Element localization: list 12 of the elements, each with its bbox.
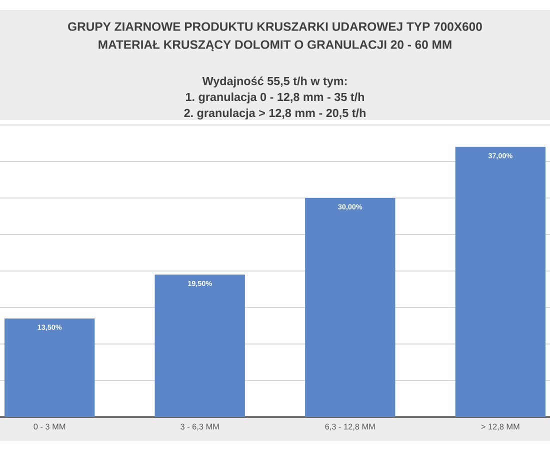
chart-subtitle: Wydajność 55,5 t/h w tym: — [202, 76, 347, 88]
x-tick-label: 6,3 - 12,8 MM — [325, 424, 375, 430]
x-tick-label: 0 - 3 MM — [34, 424, 66, 430]
bar — [455, 146, 546, 417]
x-tick-label: > 12,8 MM — [481, 424, 520, 430]
chart-title: GRUPY ZIARNOWE PRODUKTU KRUSZARKI UDAROWEJ TYP 700X600 MATERIAŁ KRUSZĄCY DOLOMIT O GRANULACJI 20 - 60 MM — [68, 22, 482, 52]
x-tick-label: 3 - 6,3 MM — [180, 424, 219, 430]
bar — [305, 198, 396, 417]
bar — [4, 318, 95, 417]
bar — [154, 274, 245, 417]
text: 2. granulacja > 12,8 mm - 20,5 t/h — [184, 108, 366, 120]
text: 1. granulacja 0 - 12,8 mm - 35 t/h — [186, 92, 364, 104]
